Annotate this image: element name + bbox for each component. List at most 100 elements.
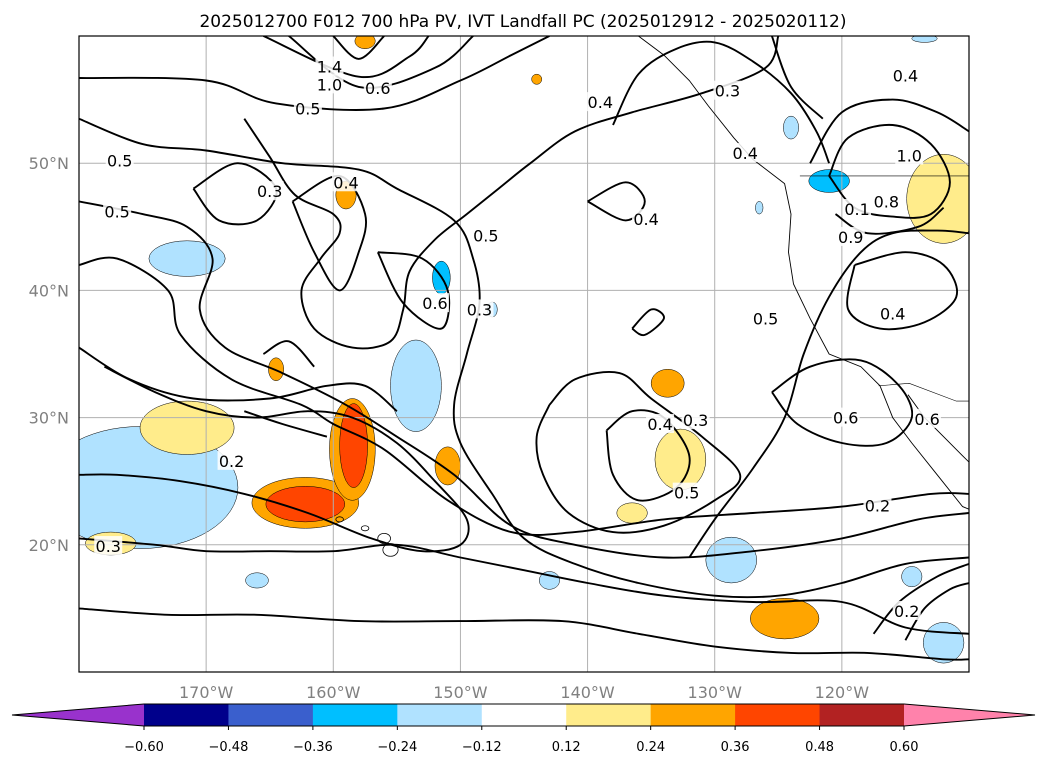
contour-label-13: 0.4 — [632, 209, 661, 229]
colorbar-tick-label-7: 0.36 — [721, 740, 750, 755]
shaded-region-15 — [390, 339, 442, 432]
contour-label-26: 0.4 — [646, 413, 675, 434]
svg-text:0.3: 0.3 — [683, 411, 708, 430]
svg-text:0.5: 0.5 — [473, 227, 498, 246]
contour-label-23: 0.6 — [913, 408, 942, 429]
svg-text:0.3: 0.3 — [715, 82, 740, 101]
colorbar-bin-3 — [397, 704, 483, 726]
contour-line-22 — [771, 358, 914, 447]
hawaii-island-2 — [335, 516, 344, 523]
x-tick-label-2: 150°W — [433, 683, 488, 702]
x-tick-labels: 170°W 160°W 150°W 140°W 130°W 120°W — [179, 683, 869, 702]
shaded-region-13 — [339, 403, 368, 488]
contour-line-11 — [79, 365, 470, 553]
x-tick-label-0: 170°W — [179, 683, 234, 702]
svg-text:1.0: 1.0 — [897, 147, 922, 166]
contour-label-14: 0.4 — [731, 143, 760, 163]
shaded-region-34 — [245, 572, 269, 589]
svg-text:0.2: 0.2 — [219, 452, 244, 471]
contour-label-12: 0.3 — [465, 299, 494, 319]
shaded-region-27 — [808, 169, 850, 193]
contour-line-21 — [846, 251, 958, 331]
contour-label-4: 0.4 — [586, 92, 615, 112]
shaded-region-22 — [650, 369, 685, 398]
contour-line-15 — [535, 371, 742, 534]
colorbar-bin-6 — [650, 704, 736, 726]
shaded-layer — [79, 36, 969, 664]
contour-label-0: 1.4 — [315, 56, 344, 77]
contour-line-27 — [872, 563, 969, 635]
x-tick-label-4: 130°W — [688, 683, 743, 702]
contour-label-29: 0.2 — [863, 495, 892, 515]
shaded-region-36 — [783, 115, 799, 140]
svg-text:0.8: 0.8 — [874, 192, 899, 211]
contour-line-13 — [79, 537, 969, 635]
shaded-region-26 — [750, 597, 820, 640]
contour-line-14 — [79, 607, 969, 661]
colorbar-tick-label-2: −0.36 — [293, 740, 333, 755]
contour-line-4 — [79, 117, 969, 599]
contour-line-29 — [262, 340, 315, 368]
contour-label-24: 0.2 — [217, 450, 246, 471]
shaded-region-23 — [616, 502, 648, 524]
svg-text:0.2: 0.2 — [865, 496, 890, 515]
y-tick-label-3: 50°N — [29, 154, 69, 173]
contour-line-12 — [79, 346, 398, 412]
contour-label-17: 0.4 — [891, 65, 920, 85]
x-tick-label-3: 140°W — [560, 683, 615, 702]
colorbar-bin-2 — [312, 704, 398, 726]
svg-text:0.5: 0.5 — [295, 100, 320, 119]
contour-line-2 — [263, 36, 430, 79]
contour-line-10 — [192, 162, 278, 226]
contour-labels: 1.4 1.0 0.6 0.5 0.4 0.3 0.5 0.5 0.3 0.4 0.5 0.6 0.3 0… — [94, 56, 942, 621]
shaded-region-16 — [434, 446, 461, 486]
contour-line-30 — [631, 308, 665, 337]
hawaii-island-0 — [377, 532, 391, 544]
map-frame — [78, 35, 970, 673]
contour-label-8: 0.3 — [255, 181, 284, 201]
shaded-region-9 — [148, 240, 226, 277]
colorbar-bin-5 — [566, 704, 652, 726]
shaded-region-11 — [265, 486, 345, 523]
y-tick-labels: 20°N 30°N 40°N 50°N — [29, 154, 69, 555]
svg-text:0.6: 0.6 — [833, 409, 858, 428]
svg-text:0.6: 0.6 — [422, 294, 447, 313]
border-us-mexico — [878, 382, 969, 402]
contour-label-27: 0.3 — [681, 410, 710, 430]
colorbar-tick-label-9: 0.60 — [890, 740, 919, 755]
contour-label-11: 0.6 — [421, 293, 449, 313]
svg-text:0.3: 0.3 — [257, 182, 282, 201]
svg-text:0.4: 0.4 — [880, 304, 905, 323]
colorbar-tick-label-8: 0.48 — [805, 740, 834, 755]
svg-text:0.5: 0.5 — [674, 484, 699, 503]
shaded-region-31 — [922, 622, 965, 664]
colorbar-tick-label-5: 0.12 — [552, 740, 581, 755]
contour-line-16 — [605, 409, 691, 502]
colorbar-bin-0 — [144, 704, 229, 726]
svg-text:0.4: 0.4 — [647, 415, 672, 434]
contour-line-24 — [809, 98, 969, 164]
contour-lines — [79, 36, 969, 661]
contour-label-15: 0.1 — [843, 198, 872, 219]
colorbar-extend-min — [12, 704, 144, 726]
colorbar: −0.60 −0.48 −0.36 −0.24 −0.12 0.12 0.24 0.36 0.4… — [11, 703, 1036, 755]
contour-line-7 — [243, 36, 780, 350]
shaded-region-25 — [705, 536, 757, 584]
contour-line-28 — [243, 410, 328, 438]
colorbar-tick-label-1: −0.48 — [209, 740, 249, 755]
svg-text:0.3: 0.3 — [96, 537, 121, 556]
contour-label-5: 0.3 — [713, 80, 742, 101]
contour-label-21: 0.5 — [751, 308, 780, 328]
svg-text:0.6: 0.6 — [914, 410, 939, 429]
contour-label-19: 0.8 — [872, 191, 901, 211]
shaded-region-39 — [531, 73, 543, 85]
svg-text:0.5: 0.5 — [753, 309, 778, 328]
colorbar-tick-label-4: −0.12 — [462, 740, 502, 755]
colorbar-tick-label-0: −0.60 — [124, 740, 164, 755]
contour-label-9: 0.4 — [332, 172, 360, 192]
svg-text:0.5: 0.5 — [104, 203, 129, 222]
contour-line-25 — [834, 206, 945, 235]
colorbar-bin-8 — [819, 704, 905, 726]
contour-label-28: 0.5 — [672, 482, 701, 503]
